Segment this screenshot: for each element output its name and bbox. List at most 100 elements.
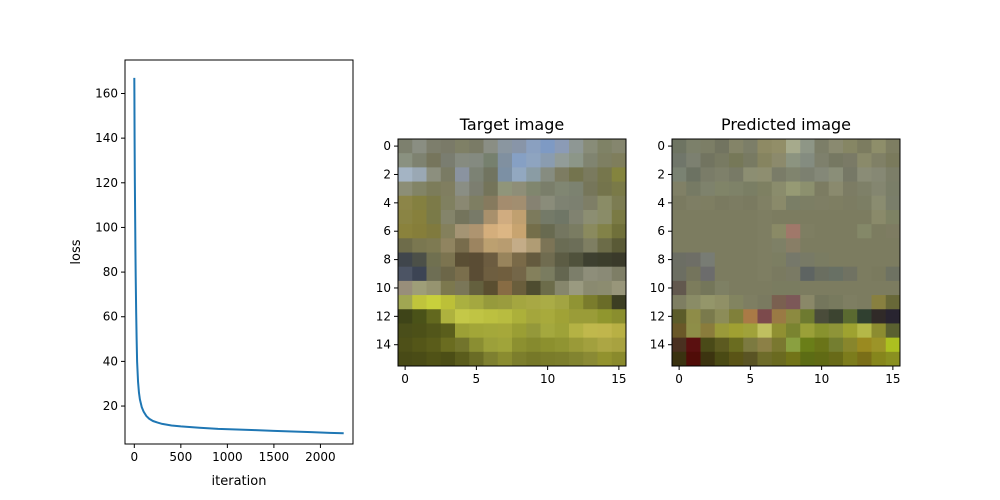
loss-y-tick-label: 120 <box>95 176 118 190</box>
predicted-pixel <box>771 252 787 268</box>
predicted-pixel <box>686 209 701 225</box>
target-pixel <box>512 195 527 211</box>
predicted-pixel <box>814 295 830 310</box>
target-pixel <box>455 153 470 168</box>
target-pixel <box>597 195 613 211</box>
predicted-pixel <box>843 323 858 339</box>
predicted-pixel <box>672 181 687 197</box>
predicted-pixel <box>729 167 744 182</box>
predicted-pixel <box>700 295 716 310</box>
predicted-pixel <box>857 195 872 211</box>
target-pixel <box>440 295 456 310</box>
target-pixel <box>426 337 442 353</box>
predicted-pixel <box>843 153 858 168</box>
target-pixel <box>455 351 470 367</box>
target-pixel <box>597 280 613 296</box>
predicted-pixel <box>771 337 787 353</box>
target-pixel <box>540 181 556 197</box>
target-pixel <box>583 280 598 296</box>
target-pixel <box>469 167 484 182</box>
target-pixel <box>398 153 413 168</box>
predicted-pixel <box>686 139 701 154</box>
target-pixel <box>583 309 598 324</box>
target-pixel <box>540 252 556 268</box>
predicted-pixel <box>686 195 701 211</box>
predicted-pixel <box>729 337 744 353</box>
predicted-pixel <box>729 309 744 324</box>
target-pixel <box>569 181 584 197</box>
predicted-pixel <box>786 209 801 225</box>
target-pixel <box>398 139 413 154</box>
target-pixel <box>426 181 442 197</box>
predicted-pixel <box>686 337 701 353</box>
predicted-pixel <box>885 167 901 182</box>
predicted-y-tick-label: 10 <box>650 281 665 295</box>
predicted-pixel <box>885 238 901 253</box>
target-pixel <box>469 238 484 253</box>
predicted-pixel <box>686 323 701 339</box>
target-pixel <box>469 181 484 197</box>
predicted-pixel <box>757 280 773 296</box>
target-image-chart: Target image 0 5 10 15 0 2 4 6 8 10 12 14 <box>376 115 627 386</box>
predicted-pixel <box>871 195 887 211</box>
target-pixel <box>540 309 556 324</box>
target-pixel <box>597 351 613 367</box>
target-pixel <box>583 238 598 253</box>
predicted-pixel <box>757 181 773 197</box>
predicted-pixel <box>800 139 815 154</box>
target-pixel <box>426 195 442 211</box>
predicted-pixel <box>771 209 787 225</box>
target-pixel <box>412 224 427 239</box>
target-pixel <box>554 280 570 296</box>
predicted-pixel <box>885 266 901 282</box>
target-pixel <box>583 266 598 282</box>
predicted-pixel <box>700 337 716 353</box>
predicted-pixel <box>885 309 901 324</box>
predicted-pixel <box>828 238 844 253</box>
predicted-pixel <box>885 351 901 367</box>
loss-y-ticks: 20 40 60 80 100 120 140 160 <box>95 86 125 413</box>
target-pixel <box>554 309 570 324</box>
target-pixel <box>412 266 427 282</box>
target-pixel <box>412 295 427 310</box>
target-y-tick-label: 0 <box>383 139 391 153</box>
predicted-y-tick-label: 2 <box>657 167 665 181</box>
target-pixel <box>497 195 513 211</box>
predicted-pixel <box>729 139 744 154</box>
target-pixel <box>455 337 470 353</box>
target-pixel <box>455 224 470 239</box>
target-pixel <box>440 266 456 282</box>
predicted-x-tick-label: 15 <box>885 372 900 386</box>
target-pixel <box>426 323 442 339</box>
target-pixel <box>398 224 413 239</box>
predicted-pixel <box>871 181 887 197</box>
target-pixel <box>554 139 570 154</box>
predicted-pixel <box>857 181 872 197</box>
predicted-pixel <box>843 309 858 324</box>
target-pixel <box>469 252 484 268</box>
target-pixel <box>512 153 527 168</box>
predicted-pixel <box>729 238 744 253</box>
predicted-pixel <box>714 252 730 268</box>
predicted-pixel <box>786 252 801 268</box>
target-pixel <box>512 167 527 182</box>
predicted-pixel <box>786 266 801 282</box>
predicted-y-tick-label: 12 <box>650 309 665 323</box>
target-pixel <box>426 238 442 253</box>
predicted-pixel <box>786 337 801 353</box>
predicted-pixel <box>800 295 815 310</box>
predicted-pixel <box>757 167 773 182</box>
predicted-pixel <box>672 195 687 211</box>
predicted-y-tick-label: 4 <box>657 196 665 210</box>
predicted-pixel <box>800 280 815 296</box>
target-pixel <box>469 266 484 282</box>
predicted-pixel <box>743 167 758 182</box>
target-pixel <box>440 167 456 182</box>
predicted-pixel <box>800 266 815 282</box>
target-pixel <box>497 337 513 353</box>
predicted-pixel <box>857 295 872 310</box>
predicted-pixel <box>729 280 744 296</box>
predicted-pixel <box>857 280 872 296</box>
target-pixel <box>526 280 541 296</box>
predicted-pixel <box>800 153 815 168</box>
